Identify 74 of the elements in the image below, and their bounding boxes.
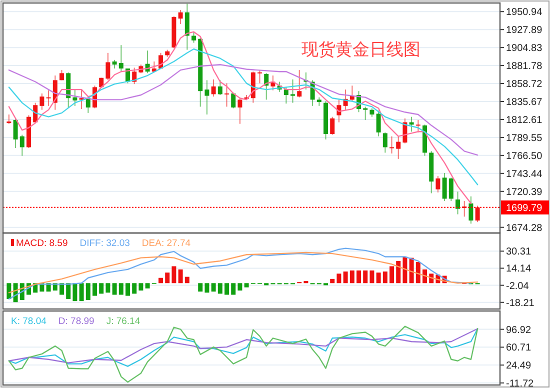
text: J: 76.14 [106,316,140,327]
bar [416,262,420,284]
legend-label: MACD: 8.59 [16,238,68,249]
bar [86,283,90,300]
bar [79,283,84,302]
y-tick-label: 24.49 [506,360,532,372]
line-series [8,326,478,383]
bar [409,258,414,284]
bar [336,274,342,284]
bar [330,278,335,284]
bar [370,270,374,284]
bar [382,272,388,284]
y-tick-label: 1766.50 [506,150,543,162]
bar [158,278,163,284]
y-tick-label: 14.14 [506,264,532,275]
bar [145,283,150,288]
y-tick-label: 1812.61 [506,114,543,126]
ref-line-label: 1699.79 [506,202,543,214]
bar [211,283,216,292]
bar [198,283,203,292]
bar [172,266,176,284]
bar [138,283,144,291]
y-tick-label: -2.04 [506,280,530,292]
bar [92,283,97,296]
bar [422,269,427,284]
bar [396,260,401,284]
bar [106,283,110,293]
bar [343,272,348,284]
bar [204,283,210,293]
bar [376,272,381,284]
y-tick-label: 1927.89 [506,25,543,36]
bar [184,276,190,284]
bar [390,266,394,284]
y-tick-label: 60.71 [506,342,532,354]
y-tick-label: 1674.28 [506,222,543,234]
y-tick-label: 1904.83 [506,43,543,54]
bar [244,283,249,288]
y-tick-label: 1858.72 [506,79,543,90]
bar [350,270,354,284]
y-tick-label: 1789.55 [506,132,543,144]
bar [238,283,242,291]
y-tick-label: 1720.39 [506,186,543,198]
bar [178,269,183,284]
line-series [8,64,478,156]
bar [112,283,117,295]
bar [218,283,222,294]
bar [224,283,229,295]
y-tick-label: 1743.44 [506,168,543,180]
text: 现货黄金日线图 [301,40,420,59]
y-tick-label: 1835.67 [506,96,543,108]
bar [99,283,104,294]
y-tick-label: 96.92 [506,324,532,336]
bar [72,283,78,302]
line-series [8,248,472,300]
bar [126,283,130,296]
bar [6,283,12,299]
bar [132,283,137,294]
y-tick-label: 1950.94 [506,7,543,18]
y-tick-label: -11.72 [506,378,534,388]
bar [231,283,236,295]
text: D: 78.99 [58,316,94,327]
y-tick-label: 30.31 [506,246,532,258]
bar [165,272,170,284]
bar [363,270,368,284]
bar [356,270,361,284]
bar [118,283,124,295]
y-tick-label: -18.21 [506,298,535,309]
line-series [8,252,478,294]
y-tick-label: 1881.78 [506,61,543,72]
series-label: DIFF: 32.03 [80,238,130,249]
text: K: 78.04 [11,316,46,327]
bar [402,256,408,284]
series-label: DEA: 27.74 [142,238,191,249]
bar [66,283,71,299]
